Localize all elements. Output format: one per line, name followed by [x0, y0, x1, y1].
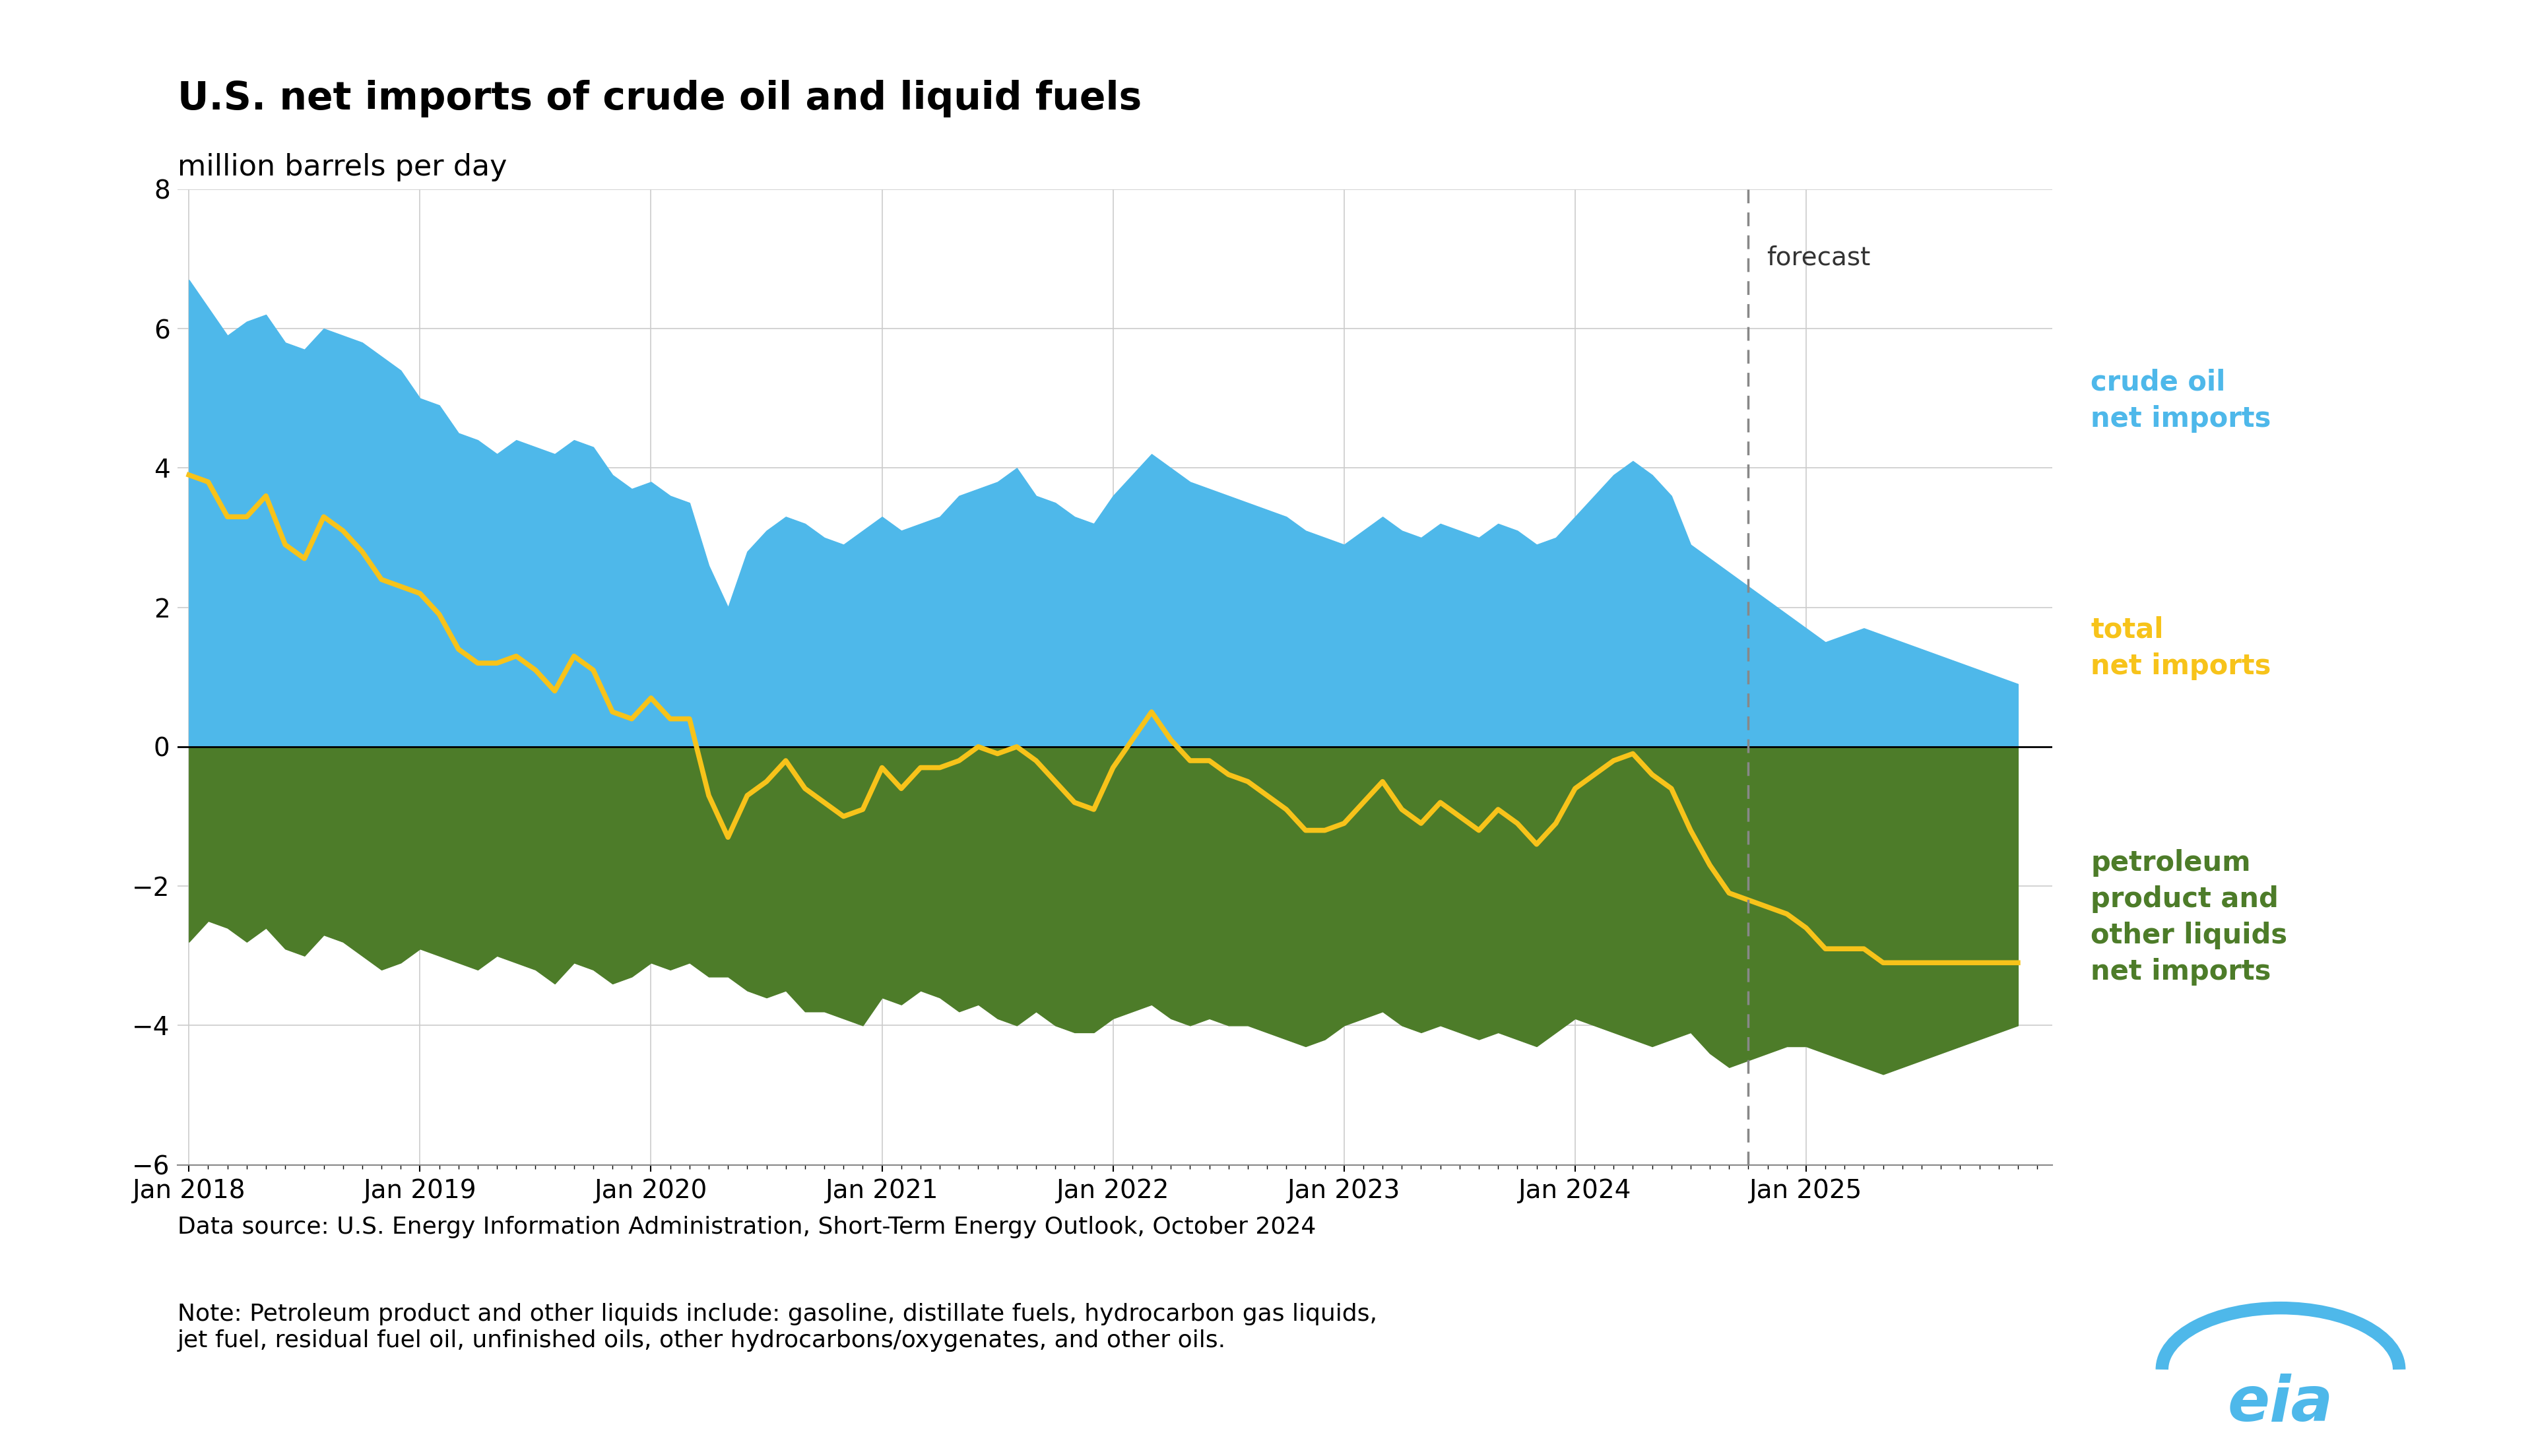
- Text: eia: eia: [2227, 1373, 2334, 1434]
- Text: crude oil
net imports: crude oil net imports: [2091, 368, 2270, 432]
- Text: forecast: forecast: [1766, 245, 1870, 271]
- Text: Note: Petroleum product and other liquids include: gasoline, distillate fuels, h: Note: Petroleum product and other liquid…: [177, 1303, 1376, 1351]
- Text: Data source: U.S. Energy Information Administration, Short-Term Energy Outlook, : Data source: U.S. Energy Information Adm…: [177, 1216, 1315, 1238]
- Text: million barrels per day: million barrels per day: [177, 153, 507, 181]
- Text: total
net imports: total net imports: [2091, 616, 2270, 680]
- Text: petroleum
product and
other liquids
net imports: petroleum product and other liquids net …: [2091, 849, 2288, 986]
- Text: U.S. net imports of crude oil and liquid fuels: U.S. net imports of crude oil and liquid…: [177, 80, 1143, 118]
